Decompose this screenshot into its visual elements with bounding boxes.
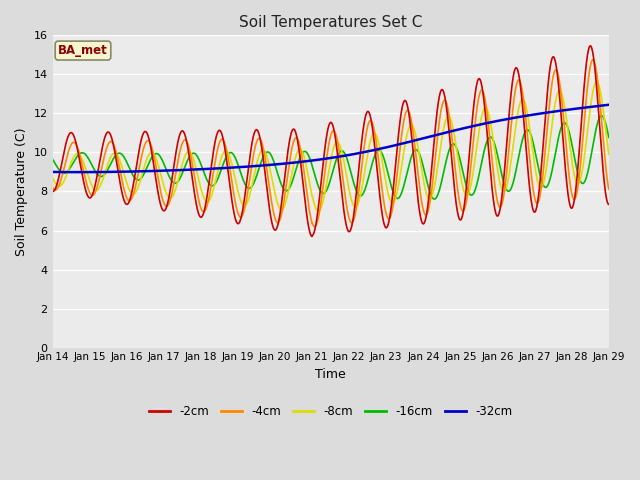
-32cm [49,169,56,175]
-4cm [148,147,156,153]
-4cm [589,57,596,62]
-16cm [598,113,605,119]
-2cm [605,202,612,207]
-2cm [425,196,433,202]
-4cm [487,146,495,152]
-8cm [456,165,463,171]
-16cm [424,185,432,191]
-32cm [604,102,612,108]
-2cm [308,234,316,240]
-8cm [604,147,612,153]
-2cm [456,216,463,222]
-16cm [456,154,463,160]
-32cm [148,168,156,174]
-2cm [604,201,612,207]
-8cm [605,151,612,157]
-16cm [310,168,317,174]
-16cm [605,134,612,140]
-2cm [148,154,156,160]
-32cm [310,157,318,163]
-32cm [425,134,433,140]
-32cm [605,102,612,108]
-8cm [49,175,56,180]
Text: BA_met: BA_met [58,44,108,57]
Line: -32cm: -32cm [52,105,609,172]
Line: -4cm: -4cm [52,60,609,227]
-16cm [604,132,612,138]
Line: -16cm: -16cm [52,116,609,199]
-16cm [49,156,56,162]
-4cm [605,186,612,192]
Y-axis label: Soil Temperature (C): Soil Temperature (C) [15,127,28,256]
Line: -2cm: -2cm [52,46,609,237]
-4cm [456,198,463,204]
-4cm [311,224,319,229]
-8cm [310,200,317,205]
-16cm [148,154,156,159]
-16cm [431,196,438,202]
Legend: -2cm, -4cm, -8cm, -16cm, -32cm: -2cm, -4cm, -8cm, -16cm, -32cm [144,400,518,423]
-2cm [586,43,594,49]
-8cm [148,150,156,156]
Title: Soil Temperatures Set C: Soil Temperatures Set C [239,15,422,30]
-32cm [456,126,463,132]
-32cm [74,169,82,175]
-8cm [593,79,600,85]
-2cm [310,230,318,236]
-4cm [310,224,317,229]
-4cm [604,183,612,189]
-8cm [487,122,495,128]
-8cm [425,196,433,202]
-4cm [49,184,56,190]
X-axis label: Time: Time [316,368,346,381]
-8cm [314,208,322,214]
-32cm [487,120,495,125]
-2cm [49,189,56,194]
-4cm [425,206,433,212]
Line: -8cm: -8cm [52,82,609,211]
-2cm [487,174,495,180]
-16cm [487,134,495,140]
